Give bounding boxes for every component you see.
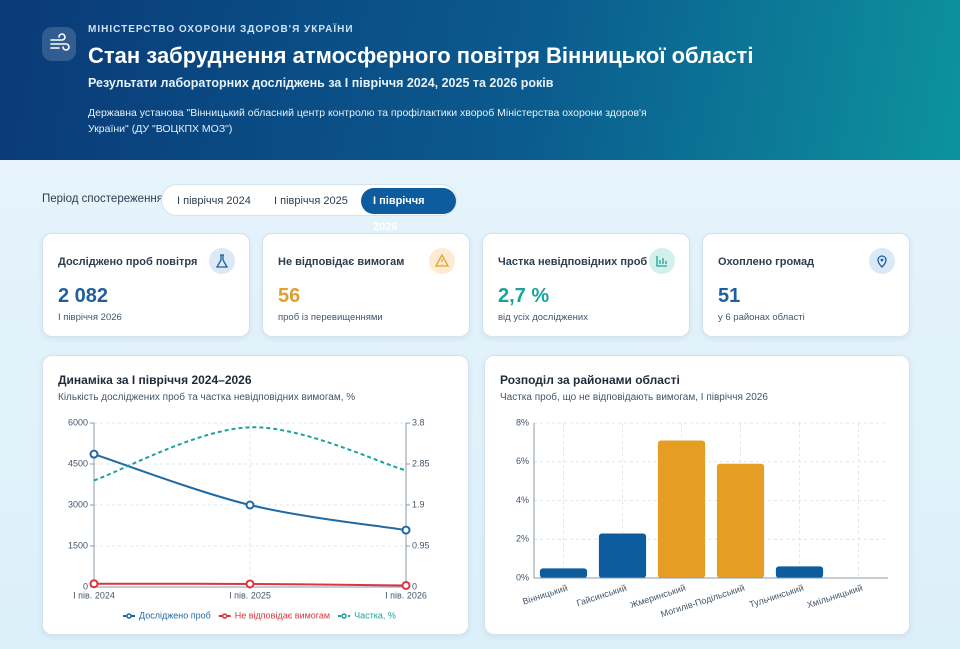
flask-icon <box>215 254 229 268</box>
kpi-value: 56 <box>278 285 301 307</box>
kpi-note: від усіх досліджених <box>498 312 588 323</box>
y2-tick-label: 1.9 <box>412 499 425 509</box>
subtitle: Результати лабораторних досліджень за І … <box>88 76 554 90</box>
kpi-icon <box>869 248 895 274</box>
kpi-card: Частка невідповідних проб 2,7 % від усіх… <box>482 233 690 337</box>
pin-icon <box>877 255 887 268</box>
period-tab[interactable]: І півріччя 2025 <box>274 195 348 207</box>
legend-marker <box>341 613 347 619</box>
y2-tick-label: 3.8 <box>412 417 425 427</box>
bar <box>657 440 706 578</box>
org: МІНІСТЕРСТВО ОХОРОНИ ЗДОРОВ'Я УКРАЇНИ <box>88 24 354 35</box>
y-tick-label: 1500 <box>68 540 88 550</box>
title: Стан забруднення атмосферного повітря Ві… <box>88 43 754 68</box>
period-label: Період спостереження: <box>42 193 167 205</box>
series-line <box>93 426 407 482</box>
kpi-value: 51 <box>718 285 741 307</box>
chart-title: Розподіл за районами області <box>500 373 680 387</box>
y-tick-label: 4500 <box>68 458 88 468</box>
chart-title: Динаміка за І півріччя 2024–2026 <box>58 373 252 387</box>
x-tick-label: І пів. 2026 <box>385 590 427 600</box>
y-tick-label: 6000 <box>68 417 88 427</box>
y2-tick-label: 2.85 <box>412 458 430 468</box>
kpi-note: І півріччя 2026 <box>58 312 122 323</box>
y-tick-label: 4% <box>516 495 529 505</box>
kpi-value: 2 082 <box>58 285 109 307</box>
header: МІНІСТЕРСТВО ОХОРОНИ ЗДОРОВ'Я УКРАЇНИ Ст… <box>0 0 960 160</box>
kpi-card: Охоплено громад 51 у 6 районах області <box>702 233 910 337</box>
kpi-icon <box>429 248 455 274</box>
x-tick-label: І пів. 2025 <box>229 590 271 600</box>
chart-icon <box>656 256 667 267</box>
y-tick-label: 0 <box>83 581 88 591</box>
kpi-card: Не відповідає вимогам 56 проб із перевищ… <box>262 233 470 337</box>
kpi-label: Охоплено громад <box>718 256 815 268</box>
legend-label: Не відповідає вимогам <box>235 610 330 620</box>
legend-label: Частка, % <box>354 610 396 620</box>
bar <box>598 533 647 578</box>
legend-marker <box>126 613 132 619</box>
kpi-label: Не відповідає вимогам <box>278 256 405 268</box>
kpi-icon <box>649 248 675 274</box>
point <box>89 579 99 589</box>
chart-subtitle: Частка проб, що не відповідають вимогам,… <box>500 392 768 403</box>
kpi-card: Досліджено проб повітря 2 082 І півріччя… <box>42 233 250 337</box>
y-tick-label: 3000 <box>68 499 88 509</box>
chart: 0%2%4%6%8%Вінницький Гайсинський Жмеринськ… <box>516 417 888 619</box>
kpi-label: Досліджено проб повітря <box>58 256 198 268</box>
kpi-note: проб із перевищеннями <box>278 312 383 323</box>
kpi-icon <box>209 248 235 274</box>
bar <box>775 566 824 578</box>
point <box>401 525 411 535</box>
point <box>401 580 411 590</box>
period-tab[interactable]: І півріччя 2024 <box>177 195 251 207</box>
warning-icon <box>434 253 450 267</box>
legend-marker <box>222 613 228 619</box>
x-tick-label: Вінницький <box>521 583 569 607</box>
kpi-note: у 6 районах області <box>718 312 805 323</box>
period-tabs: І півріччя 2024 І півріччя 2025 І півріч… <box>161 184 457 233</box>
bar <box>539 568 588 578</box>
y2-tick-label: 0.95 <box>412 540 430 550</box>
bar <box>716 463 765 578</box>
x-tick-label: І пів. 2024 <box>73 590 115 600</box>
y-tick-label: 0% <box>516 572 529 582</box>
chart-card: Динаміка за І півріччя 2024–2026 Кількіс… <box>42 355 469 635</box>
y-tick-label: 8% <box>516 417 529 427</box>
period-tab[interactable]: І півріччя 2026 <box>361 188 456 233</box>
kpi-label: Частка невідповідних проб <box>498 256 648 268</box>
header-icon <box>42 27 76 61</box>
chart-card: Розподіл за районами області Частка проб… <box>484 355 910 635</box>
chart-subtitle: Кількість досліджених проб та частка нев… <box>58 392 356 403</box>
kpi-value: 2,7 % <box>498 285 550 307</box>
y-tick-label: 2% <box>516 534 529 544</box>
source: Державна установа "Вінницький обласний ц… <box>88 107 647 135</box>
x-tick-label: Тульчинський <box>748 583 805 610</box>
wind-icon <box>50 33 70 51</box>
y2-tick-label: 0 <box>412 581 417 591</box>
legend-label: Досліджено проб <box>139 610 211 620</box>
point <box>245 500 255 510</box>
point <box>245 579 255 589</box>
y-tick-label: 6% <box>516 456 529 466</box>
x-tick-label: Хмільницький <box>806 583 864 610</box>
chart: 0 1500 3000 4500 6000 0 0.95 1.9 2.85 3.8 І пів. 2… <box>68 417 430 620</box>
x-tick-label: Гайсинський <box>575 583 628 609</box>
point <box>89 449 99 459</box>
